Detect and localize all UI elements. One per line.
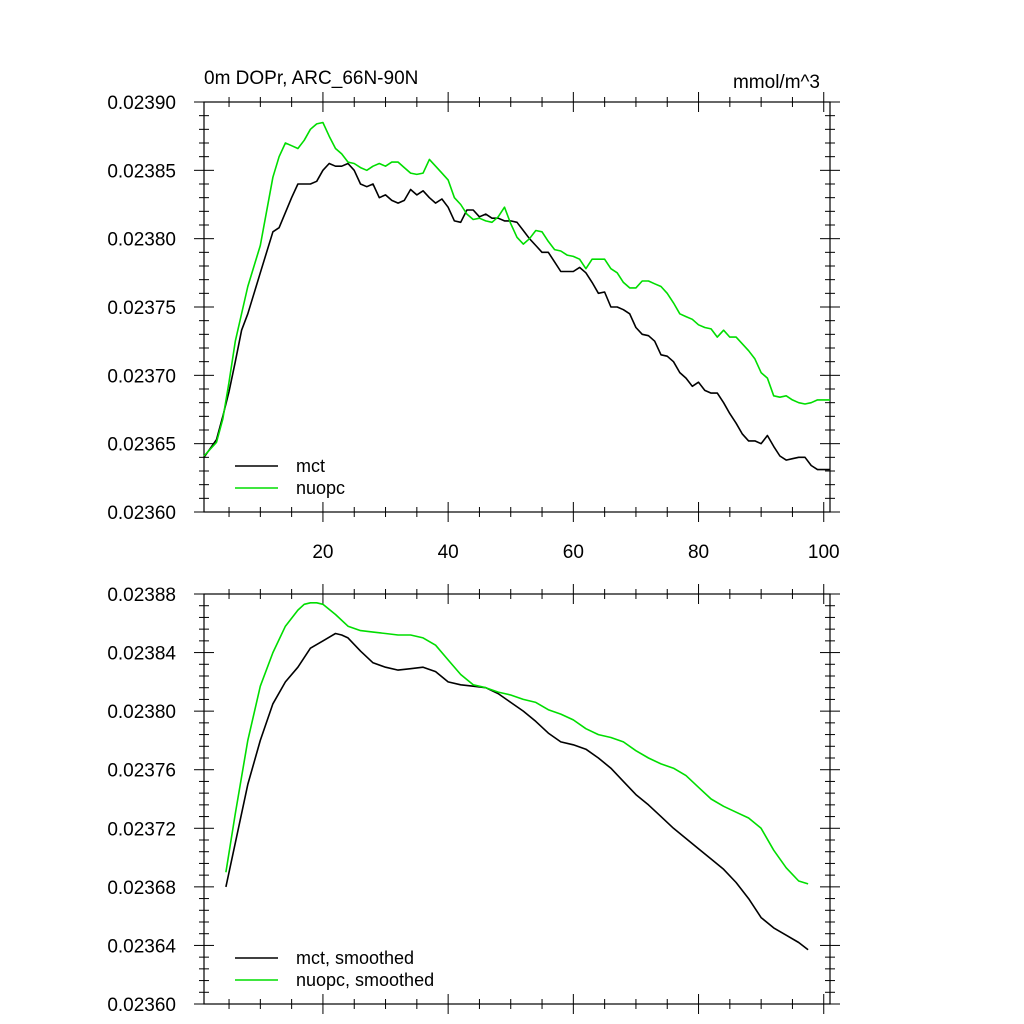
y-tick-label: 0.02375 bbox=[107, 298, 176, 319]
y-tick-label: 0.02360 bbox=[107, 503, 176, 524]
x-tick-label: 60 bbox=[563, 542, 584, 563]
y-tick-label: 0.02380 bbox=[107, 702, 176, 723]
x-tick-label: 20 bbox=[312, 542, 333, 563]
y-tick-label: 0.02368 bbox=[107, 878, 176, 899]
legend-label: nuopc, smoothed bbox=[296, 970, 434, 990]
series-line-nuopc bbox=[203, 121, 830, 457]
y-tick-label: 0.02384 bbox=[107, 644, 176, 665]
x-tick-label: 100 bbox=[808, 542, 840, 563]
series-line-mct bbox=[203, 162, 830, 471]
y-tick-label: 0.02365 bbox=[107, 435, 176, 456]
legend-label: mct bbox=[296, 456, 325, 476]
top-panel: 0.02360 0.02365 0.02370 0.02375 0.02380 0.023… bbox=[107, 68, 840, 563]
x-tick-label: 80 bbox=[688, 542, 709, 563]
series-line-nuopc-smoothed bbox=[225, 601, 809, 885]
x-tick-label: 40 bbox=[438, 542, 459, 563]
legend-label: mct, smoothed bbox=[296, 948, 414, 968]
y-tick-label: 0.02376 bbox=[107, 761, 176, 782]
y-tick-label: 0.02390 bbox=[107, 93, 176, 114]
bottom-panel: 0.02360 0.02364 0.02368 0.02372 0.02376 0.023… bbox=[107, 584, 840, 1016]
y-tick-label: 0.02370 bbox=[107, 366, 176, 387]
y-tick-label: 0.02364 bbox=[107, 936, 176, 957]
y-tick-label: 0.02385 bbox=[107, 161, 176, 182]
y-tick-label: 0.02372 bbox=[107, 819, 176, 840]
series-line-mct-smoothed bbox=[225, 632, 809, 951]
units-label: mmol/m^3 bbox=[733, 72, 820, 93]
y-tick-label: 0.02380 bbox=[107, 230, 176, 251]
plot-frame bbox=[203, 593, 831, 1005]
chart-title: 0m DOPr, ARC_66N-90N bbox=[204, 68, 418, 89]
y-tick-label: 0.02388 bbox=[107, 585, 176, 606]
legend-label: nuopc bbox=[296, 478, 345, 498]
y-tick-label: 0.02360 bbox=[107, 995, 176, 1016]
